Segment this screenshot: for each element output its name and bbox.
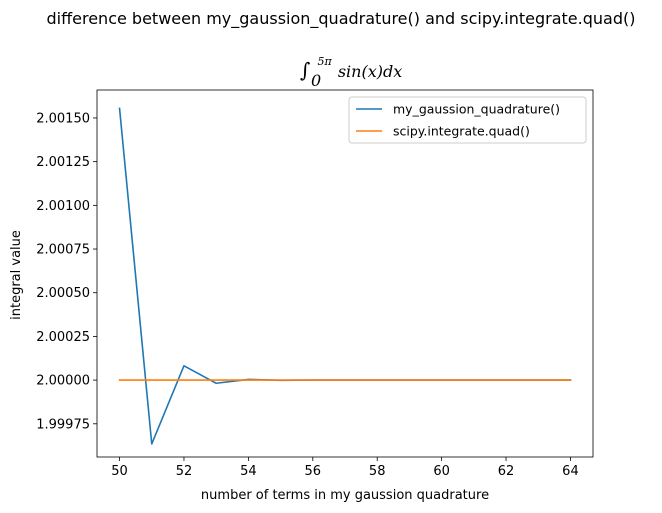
legend-label-0: my_gaussion_quadrature() (393, 102, 560, 117)
y-axis: 1.99975 2.00000 2.00025 2.00050 2.00075 2.001… (36, 111, 97, 432)
legend-frame (348, 96, 587, 144)
title-lower-limit: 0 (311, 71, 321, 90)
plot-frame (96, 89, 594, 458)
y-tick-label: 2.00075 (36, 243, 90, 258)
x-tick-label: 62 (498, 464, 515, 479)
y-tick-label: 2.00125 (36, 155, 90, 170)
y-tick-label: 1.99975 (36, 417, 90, 432)
x-tick-label: 58 (369, 464, 386, 479)
series-line-0 (118, 107, 572, 445)
y-tick-label: 2.00000 (36, 374, 90, 389)
y-axis-label: integral value (9, 230, 24, 320)
title-integral-sign: ∫ (300, 58, 310, 82)
x-tick-label: 52 (176, 464, 193, 479)
x-tick-label: 56 (305, 464, 322, 479)
x-tick-label: 54 (240, 464, 257, 479)
y-tick-label: 2.00025 (36, 330, 90, 345)
x-tick-label: 50 (111, 464, 128, 479)
title-upper-limit: 5π (318, 55, 333, 68)
x-tick-label: 60 (433, 464, 450, 479)
legend-label-1: scipy.integrate.quad() (393, 124, 530, 139)
y-tick-label: 2.00150 (36, 111, 90, 126)
figure-suptitle: difference between my_gaussion_quadratur… (47, 9, 636, 29)
x-axis: 50 52 54 56 58 60 62 64 (111, 457, 579, 479)
title-integrand: sin(x)dx (338, 62, 402, 81)
x-axis-label: number of terms in my gaussion quadratur… (201, 488, 489, 503)
legend: my_gaussion_quadrature() scipy.integrate.… (348, 96, 587, 144)
y-tick-label: 2.00100 (36, 199, 90, 214)
plot-area (96, 89, 594, 458)
x-tick-label: 64 (562, 464, 579, 479)
y-tick-label: 2.00050 (36, 286, 90, 301)
chart-title: ∫ 5π sin(x)dx (300, 50, 402, 82)
